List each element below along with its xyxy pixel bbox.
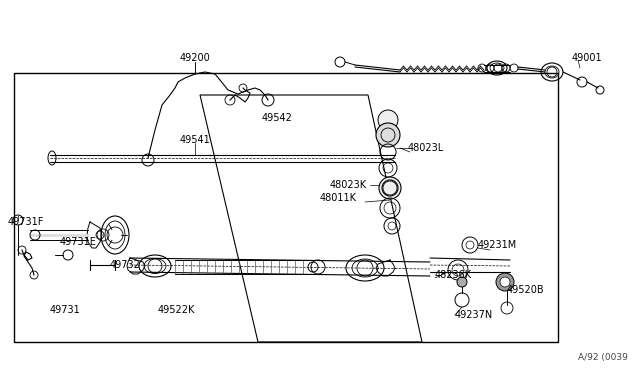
Text: A/92 (0039: A/92 (0039 [578, 353, 628, 362]
Text: 49542: 49542 [262, 113, 293, 123]
Circle shape [500, 277, 510, 287]
Circle shape [379, 177, 401, 199]
Text: 49731F: 49731F [8, 217, 44, 227]
Text: 48236K: 48236K [435, 270, 472, 280]
Text: 49237N: 49237N [455, 310, 493, 320]
Text: 48011K: 48011K [320, 193, 357, 203]
Text: 49231M: 49231M [478, 240, 517, 250]
Circle shape [376, 123, 400, 147]
Text: 49731: 49731 [50, 305, 81, 315]
Text: 48023L: 48023L [408, 143, 444, 153]
Circle shape [378, 110, 398, 130]
Text: 49200: 49200 [180, 53, 211, 63]
Text: 49732: 49732 [110, 260, 141, 270]
Text: 49520B: 49520B [507, 285, 545, 295]
Circle shape [496, 273, 514, 291]
Text: 49541: 49541 [180, 135, 211, 145]
Text: 48023K: 48023K [330, 180, 367, 190]
Text: 49731E: 49731E [60, 237, 97, 247]
Bar [14, 73, 558, 342]
Text: 49522K: 49522K [158, 305, 195, 315]
Circle shape [457, 277, 467, 287]
Text: 49001: 49001 [572, 53, 603, 63]
